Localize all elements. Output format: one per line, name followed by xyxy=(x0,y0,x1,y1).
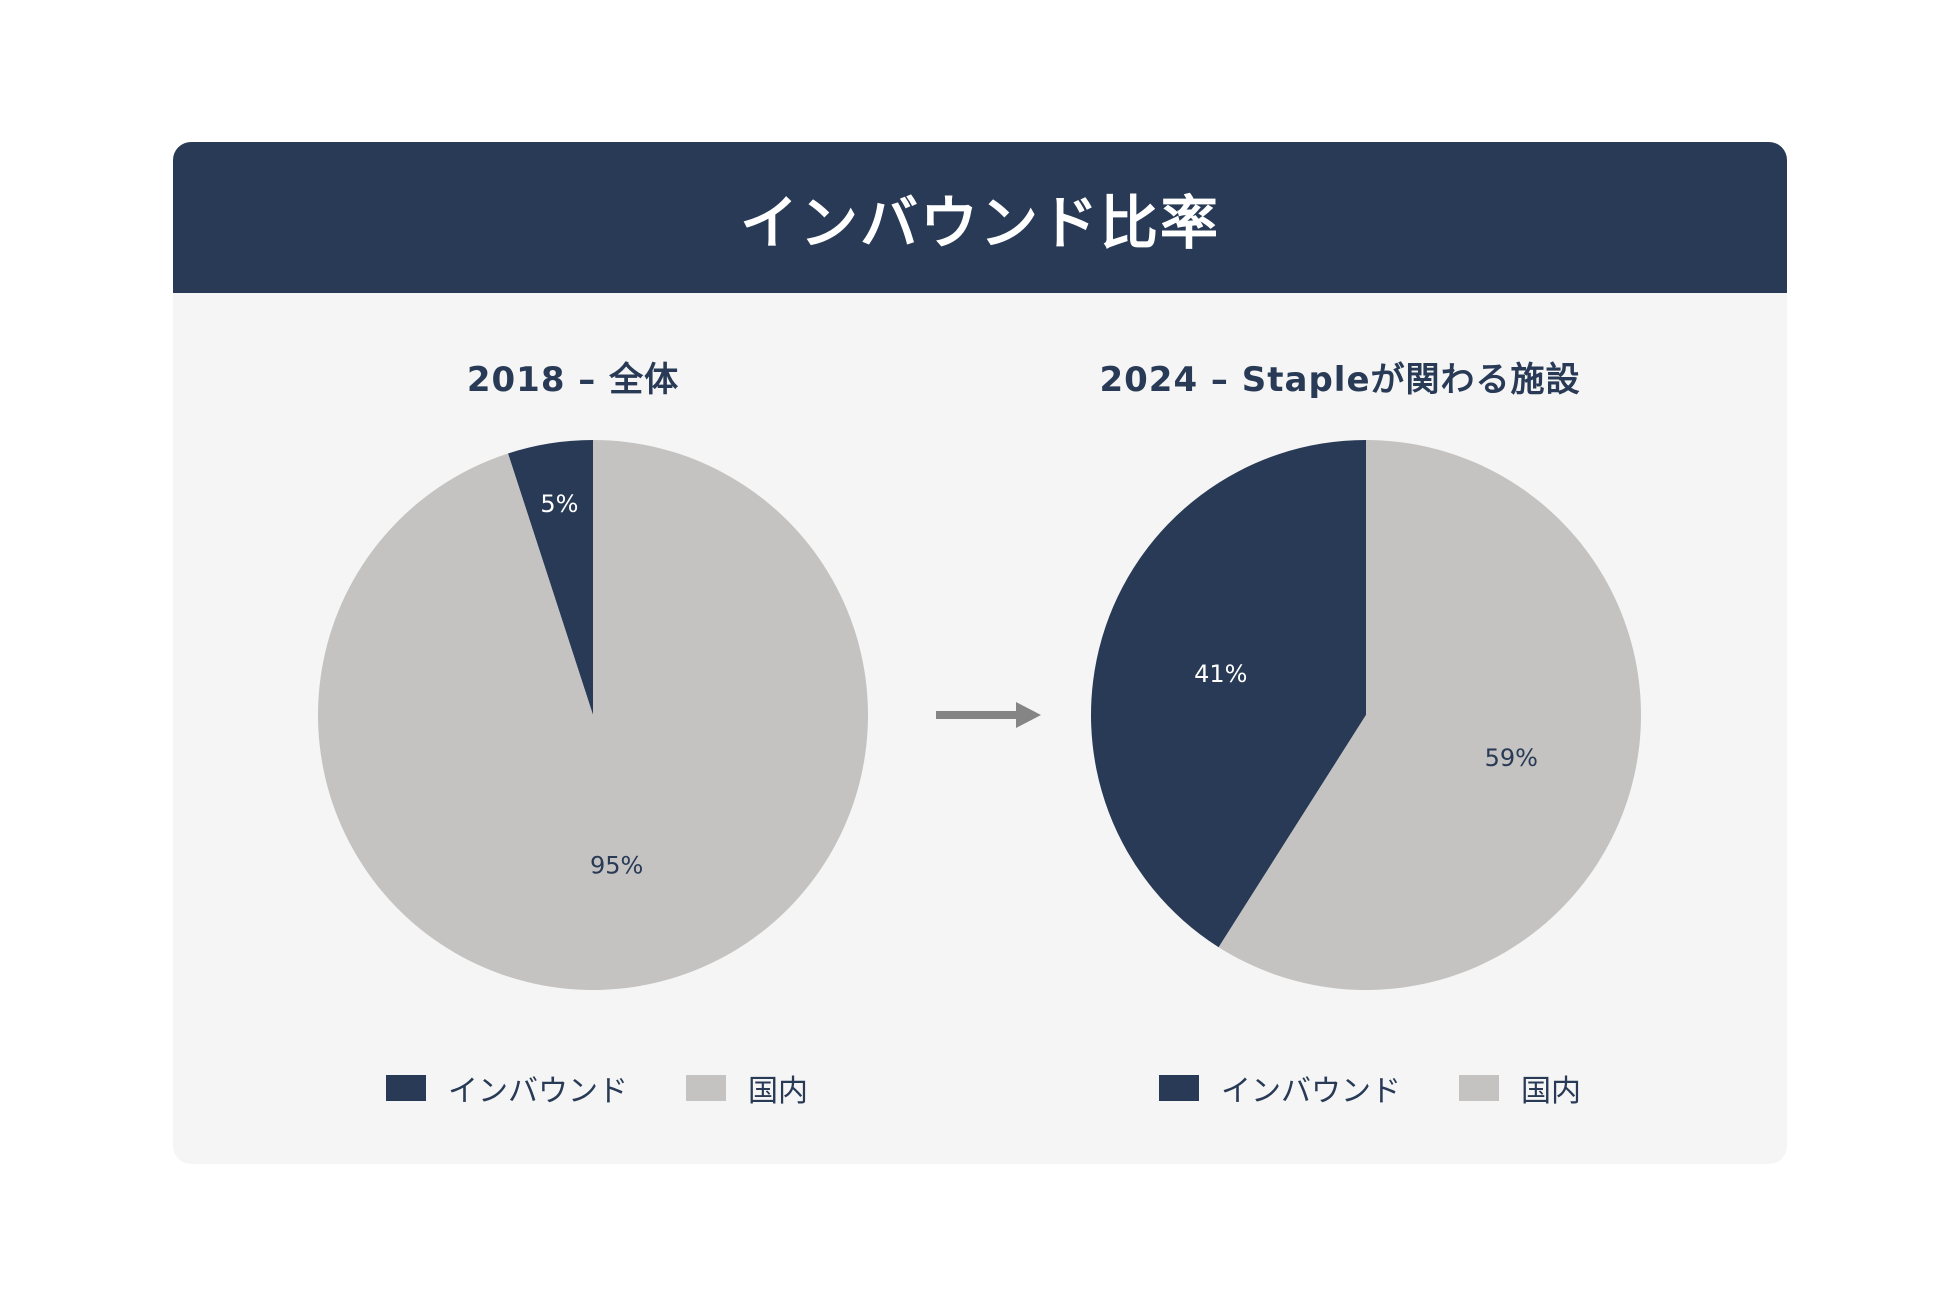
legend-swatch-inbound xyxy=(1159,1075,1199,1101)
legend-item-inbound: インバウンド xyxy=(1159,1066,1401,1110)
pie-slice-inbound xyxy=(508,440,593,715)
chart-title-2018: 2018 – 全体 xyxy=(466,360,680,400)
legend-2018: インバウンド 国内 xyxy=(386,1066,866,1110)
chart-card: インバウンド比率 2018 – 全体 2024 – Stapleが関わる施設 5… xyxy=(173,142,1787,1164)
legend-item-domestic: 国内 xyxy=(686,1066,808,1110)
legend-item-domestic: 国内 xyxy=(1459,1066,1581,1110)
pie-label-domestic: 59% xyxy=(1485,744,1538,772)
pie-slice-inbound xyxy=(1091,440,1366,948)
right-arrow-icon xyxy=(936,702,1041,728)
legend-2024: インバウンド 国内 xyxy=(1159,1066,1639,1110)
legend-item-inbound: インバウンド xyxy=(386,1066,628,1110)
card-header: インバウンド比率 xyxy=(173,142,1787,293)
pie-label-inbound: 5% xyxy=(540,490,578,518)
legend-swatch-domestic xyxy=(1459,1075,1499,1101)
pie-chart-2024: 41% 59% xyxy=(1091,440,1641,990)
legend-label-inbound: インバウンド xyxy=(1221,1074,1401,1109)
page-title: インバウンド比率 xyxy=(739,188,1220,257)
pie-slice-domestic xyxy=(317,440,868,990)
legend-label-domestic: 国内 xyxy=(1521,1074,1581,1109)
pie-label-inbound: 41% xyxy=(1194,660,1247,688)
legend-swatch-domestic xyxy=(686,1075,726,1101)
chart-title-2024: 2024 – Stapleが関わる施設 xyxy=(1099,360,1581,400)
legend-label-inbound: インバウンド xyxy=(448,1074,628,1109)
legend-swatch-inbound xyxy=(386,1075,426,1101)
pie-label-domestic: 95% xyxy=(590,851,643,879)
legend-label-domestic: 国内 xyxy=(748,1074,808,1109)
pie-slice-domestic xyxy=(1218,440,1641,990)
pie-chart-2018: 5% 95% xyxy=(317,440,868,990)
